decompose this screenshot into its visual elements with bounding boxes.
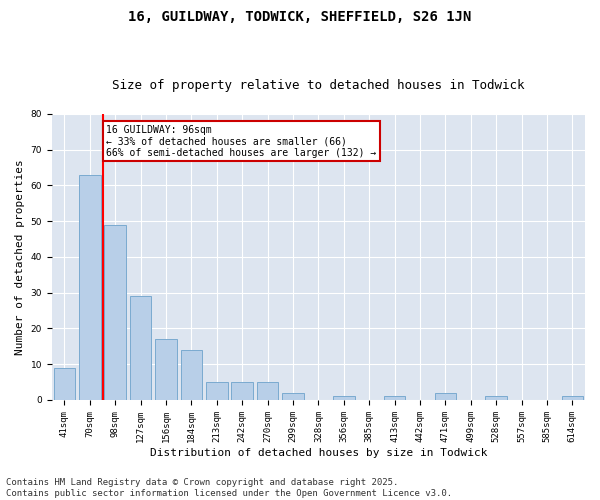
Bar [53,368,75,400]
Bar [257,382,278,400]
Bar [333,396,355,400]
Bar [562,396,583,400]
Bar [434,393,456,400]
Bar [282,393,304,400]
Bar [104,225,126,400]
Bar [130,296,151,400]
Bar [181,350,202,400]
Bar [155,339,177,400]
X-axis label: Distribution of detached houses by size in Todwick: Distribution of detached houses by size … [149,448,487,458]
Bar [79,175,101,400]
Bar [384,396,406,400]
Y-axis label: Number of detached properties: Number of detached properties [15,159,25,355]
Bar [485,396,507,400]
Text: 16, GUILDWAY, TODWICK, SHEFFIELD, S26 1JN: 16, GUILDWAY, TODWICK, SHEFFIELD, S26 1J… [128,10,472,24]
Text: 16 GUILDWAY: 96sqm
← 33% of detached houses are smaller (66)
66% of semi-detache: 16 GUILDWAY: 96sqm ← 33% of detached hou… [106,124,377,158]
Title: Size of property relative to detached houses in Todwick: Size of property relative to detached ho… [112,79,524,92]
Text: Contains HM Land Registry data © Crown copyright and database right 2025.
Contai: Contains HM Land Registry data © Crown c… [6,478,452,498]
Bar [232,382,253,400]
Bar [206,382,227,400]
